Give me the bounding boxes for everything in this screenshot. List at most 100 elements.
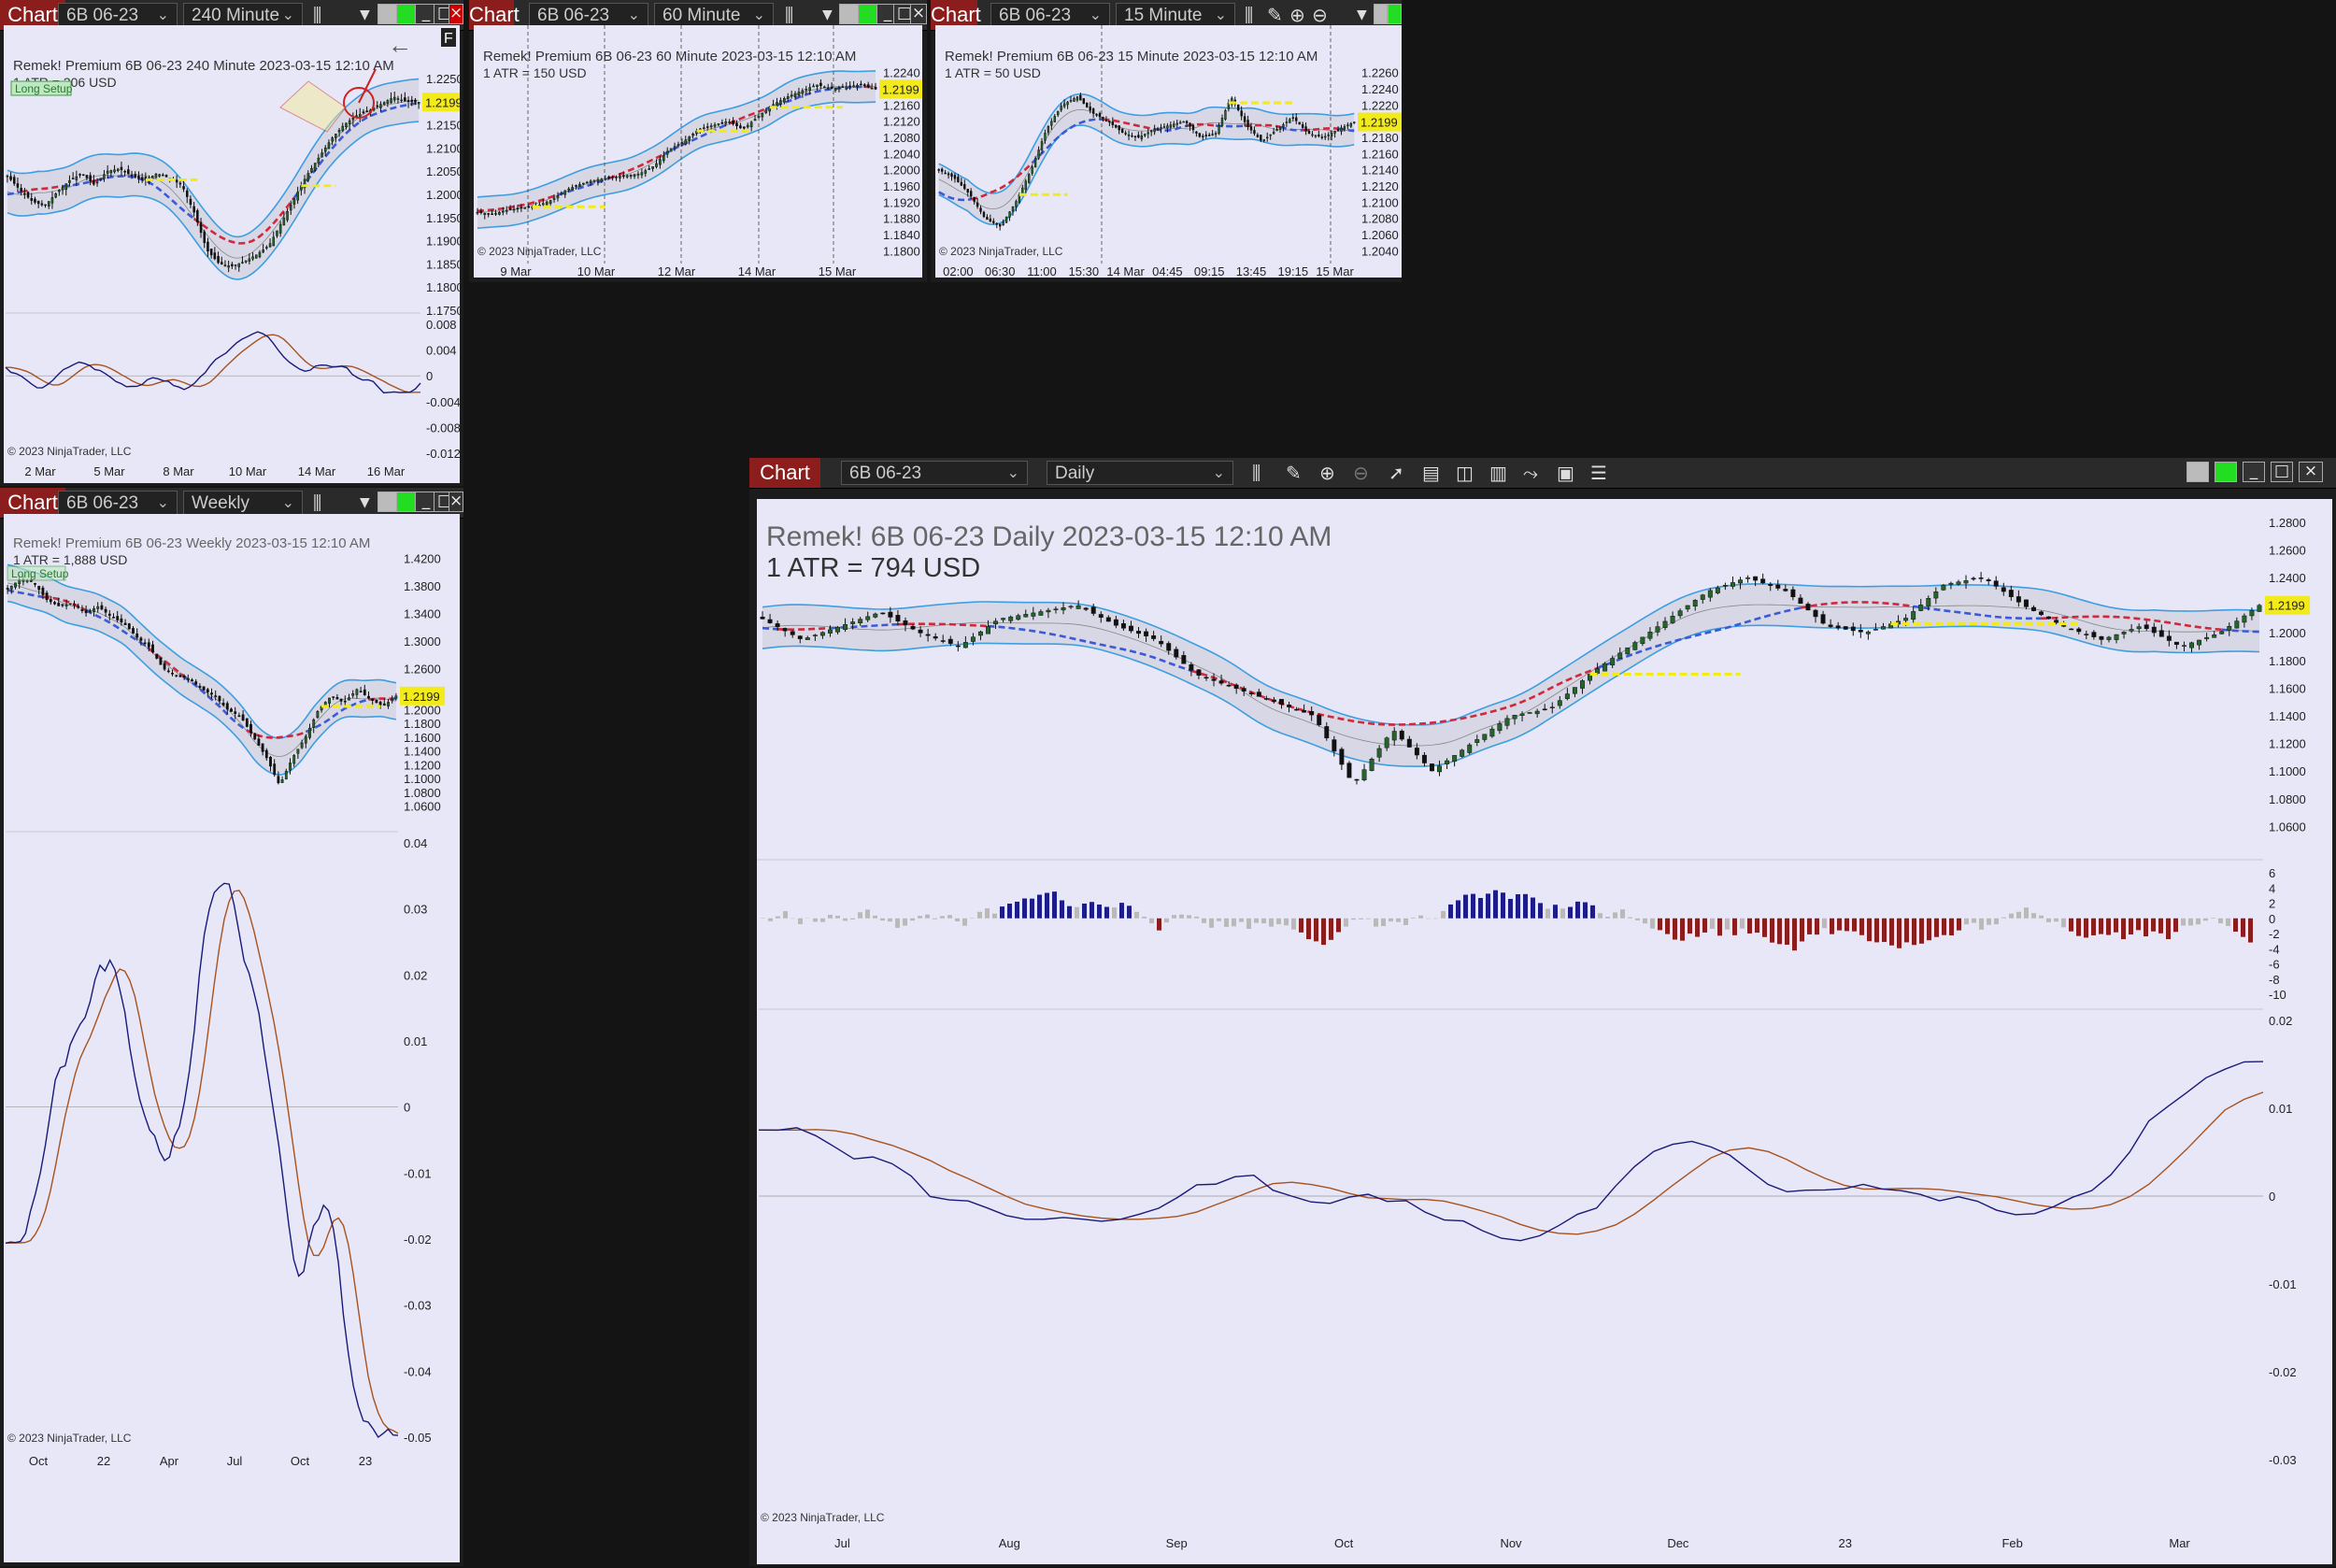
dropdown-arrow-icon[interactable]: ▼	[1357, 4, 1367, 26]
chart-title-daily[interactable]: Chart	[749, 458, 820, 488]
maximize-icon[interactable]: □	[2271, 462, 2293, 482]
link-color-grey-icon[interactable]	[1374, 4, 1388, 24]
candle-body	[1247, 120, 1249, 126]
bollinger-fill	[7, 79, 419, 279]
histogram-bar	[2196, 919, 2201, 924]
candle-body	[1347, 763, 1351, 778]
link-color-grey-icon[interactable]	[2186, 462, 2209, 482]
dropdown-arrow-icon[interactable]: ▼	[360, 4, 370, 26]
data-box-icon[interactable]: ▤	[1422, 462, 1440, 484]
dropdown-arrow-icon[interactable]: ▼	[822, 4, 833, 26]
close-icon[interactable]: ×	[449, 492, 463, 512]
interval-select-60min[interactable]: 60 Minute⌄	[654, 3, 774, 27]
plot-area-15min[interactable]: 1.22601.22401.22201.22001.21801.21601.21…	[935, 25, 1402, 278]
candle-body	[110, 170, 112, 173]
candle-body	[689, 137, 691, 141]
candle-body	[1237, 105, 1239, 110]
candle-body	[301, 743, 303, 748]
histogram-bar	[1456, 900, 1460, 918]
histogram-bar	[1934, 919, 1939, 937]
bar-type-icon[interactable]: ⫼	[785, 4, 793, 26]
bar-type-icon[interactable]: ⫼	[1252, 462, 1261, 484]
plot-area-daily[interactable]: 1.28001.26001.24001.22001.20001.18001.16…	[757, 499, 2332, 1564]
zoom-in-icon[interactable]: ⊕	[1289, 4, 1305, 26]
zoom-out-icon[interactable]: ⊖	[1353, 462, 1369, 484]
minimize-icon[interactable]: _	[2243, 462, 2265, 482]
candle-body	[383, 103, 385, 105]
instrument-select-240min[interactable]: 6B 06-23⌄	[58, 3, 178, 27]
histogram-bar	[2031, 913, 2036, 919]
price-tick-label: 1.0600	[404, 800, 441, 814]
indicators-icon[interactable]: ▥	[1489, 462, 1507, 484]
strategies-icon[interactable]: ⤳	[1523, 462, 1538, 484]
candle-body	[215, 696, 217, 697]
candle-body	[750, 122, 752, 127]
histogram-bar	[865, 909, 870, 918]
candle-body	[96, 182, 98, 183]
candle-body	[1129, 626, 1132, 631]
plot-area-60min[interactable]: 1.22401.22001.21601.21201.20801.20401.20…	[474, 25, 922, 278]
candle-body	[477, 212, 478, 213]
plot-area-weekly[interactable]: 1.42001.38001.34001.30001.26001.22001.20…	[4, 514, 460, 1562]
candle-body	[1137, 135, 1139, 137]
list-icon[interactable]: ☰	[1590, 462, 1607, 484]
candle-body	[819, 83, 821, 86]
candle-body	[387, 100, 389, 103]
instrument-select-daily[interactable]: 6B 06-23⌄	[841, 461, 1028, 485]
draw-tool-icon[interactable]: ✎	[1286, 462, 1302, 484]
link-color-green-icon[interactable]	[1388, 4, 1402, 24]
instrument-select-60min[interactable]: 6B 06-23⌄	[529, 3, 648, 27]
candle-body	[10, 177, 12, 179]
candle-body	[1341, 128, 1343, 132]
properties-icon[interactable]: ▣	[1557, 462, 1574, 484]
instrument-select-weekly[interactable]: 6B 06-23⌄	[58, 491, 178, 515]
zoom-out-icon[interactable]: ⊖	[1312, 4, 1328, 26]
interval-select-15min[interactable]: 15 Minute⌄	[1116, 3, 1235, 27]
plot-area-240min[interactable]: 1.22501.22001.21501.21001.20501.20001.19…	[4, 25, 460, 483]
candle-body	[919, 630, 922, 633]
bar-type-icon[interactable]: ⫼	[1245, 4, 1253, 26]
histogram-bar	[1022, 898, 1027, 918]
histogram-bar	[1030, 899, 1034, 919]
interval-select-240min[interactable]: 240 Minute⌄	[183, 3, 303, 27]
link-color-green-icon[interactable]	[2215, 462, 2237, 482]
candle-body	[835, 627, 839, 632]
draw-tool-icon[interactable]: ✎	[1267, 4, 1283, 26]
bar-type-icon[interactable]: ⫼	[313, 492, 321, 514]
candle-body	[1161, 127, 1162, 129]
candle-body	[2243, 616, 2246, 622]
price-tick-label: 1.2220	[1361, 98, 1399, 112]
time-axis-label: 16 Mar	[367, 464, 406, 478]
zoom-in-icon[interactable]: ⊕	[1319, 462, 1335, 484]
interval-select-weekly[interactable]: Weekly⌄	[183, 491, 303, 515]
histogram-bar	[977, 912, 982, 919]
close-icon[interactable]: ×	[2299, 462, 2323, 482]
candle-body	[112, 617, 114, 618]
candle-body	[1212, 679, 1216, 681]
candle-body	[1979, 577, 1983, 578]
candle-body	[313, 720, 315, 727]
bar-type-icon[interactable]: ⫼	[313, 4, 321, 26]
templates-icon[interactable]: ◫	[1456, 462, 1474, 484]
badge-label: Long Setup	[11, 567, 69, 580]
candle-body	[276, 231, 278, 235]
interval-select-daily[interactable]: Daily⌄	[1047, 461, 1233, 485]
dropdown-arrow-icon[interactable]: ▼	[360, 492, 370, 514]
chart-window-240min: Chart 6B 06-23⌄ 240 Minute⌄ ⫼ ▼ _ □ × 1.…	[0, 0, 463, 486]
price-tick-label: 1.2800	[2269, 516, 2306, 530]
price-tick-label: 1.2160	[1361, 147, 1399, 161]
candle-body	[332, 137, 334, 141]
candle-body	[520, 207, 522, 208]
instrument-select-15min[interactable]: 6B 06-23⌄	[990, 3, 1110, 27]
time-axis-label: 14 Mar	[1106, 264, 1145, 278]
pointer-icon[interactable]: ➚	[1389, 462, 1404, 484]
close-icon[interactable]: ×	[449, 4, 463, 24]
osc-tick-label: 0.02	[404, 968, 427, 982]
candle-body	[82, 175, 84, 176]
close-icon[interactable]: ×	[910, 4, 927, 24]
candle-body	[1279, 699, 1283, 704]
price-tick-label: 1.1400	[2269, 709, 2306, 723]
candle-body	[1693, 600, 1697, 606]
candle-body	[1475, 739, 1479, 742]
